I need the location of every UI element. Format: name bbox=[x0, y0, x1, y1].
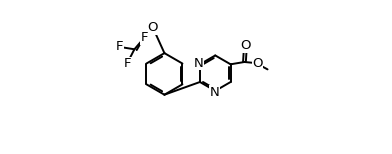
Text: O: O bbox=[252, 57, 263, 70]
Text: N: N bbox=[194, 57, 203, 70]
Text: F: F bbox=[116, 40, 123, 53]
Text: N: N bbox=[210, 86, 220, 99]
Text: O: O bbox=[147, 21, 157, 34]
Text: O: O bbox=[241, 39, 251, 52]
Text: F: F bbox=[140, 31, 148, 44]
Text: F: F bbox=[124, 57, 132, 70]
